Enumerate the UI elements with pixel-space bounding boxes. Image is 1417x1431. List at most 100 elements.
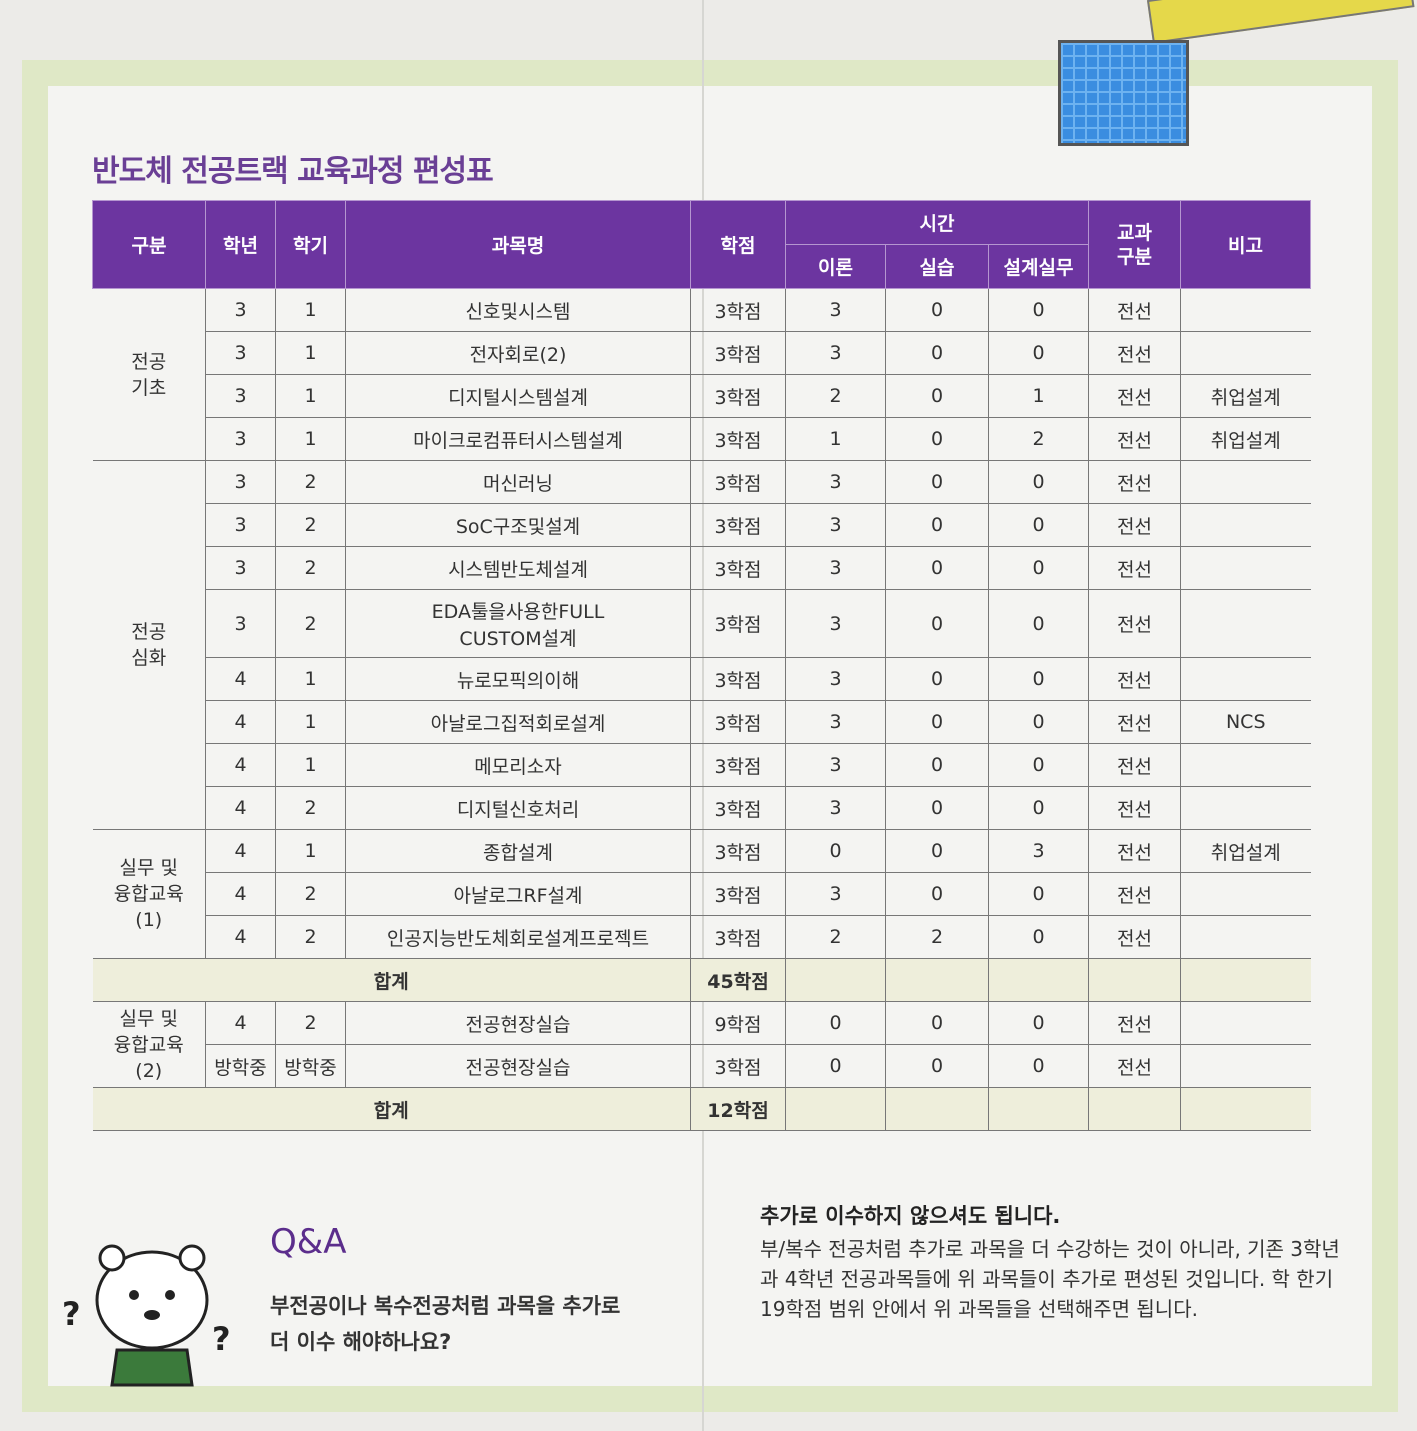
course-cell: 시스템반도체설계 xyxy=(345,546,691,590)
table-row: 3 2 SoC구조및설계 3학점 3 0 0 전선 xyxy=(93,503,1311,547)
total-label: 합계 xyxy=(92,1087,691,1131)
course-cell: 아날로그RF설계 xyxy=(345,872,691,916)
robot-arm-illustration xyxy=(1146,0,1415,44)
practice-cell: 0 xyxy=(885,288,989,332)
theory-cell: 2 xyxy=(785,374,886,418)
note-cell xyxy=(1180,288,1311,332)
chip-icon xyxy=(1058,40,1189,146)
header-note: 비고 xyxy=(1180,200,1311,289)
total-empty-cell xyxy=(1088,1087,1181,1131)
design-cell: 0 xyxy=(988,1001,1089,1045)
credits-cell: 3학점 xyxy=(690,743,786,787)
practice-cell: 0 xyxy=(885,331,989,375)
table-row: 3 2 EDA툴을사용한FULL CUSTOM설계 3학점 3 0 0 전선 xyxy=(93,589,1311,658)
type-cell: 전선 xyxy=(1088,743,1181,787)
category-cell: 실무 및 융합교육 (1) xyxy=(92,829,206,959)
total-credits: 12학점 xyxy=(690,1087,786,1131)
year-cell: 3 xyxy=(205,460,276,504)
note-cell xyxy=(1180,589,1311,658)
design-cell: 0 xyxy=(988,786,1089,830)
year-cell: 3 xyxy=(205,331,276,375)
design-cell: 0 xyxy=(988,657,1089,701)
year-cell: 4 xyxy=(205,657,276,701)
semester-cell: 1 xyxy=(275,288,346,332)
practice-cell: 0 xyxy=(885,460,989,504)
semester-cell: 1 xyxy=(275,657,346,701)
total-empty-cell xyxy=(885,958,989,1002)
credits-cell: 9학점 xyxy=(690,1001,786,1045)
table-row: 전공 심화 3 2 머신러닝 3학점 3 0 0 전선 xyxy=(92,460,1311,830)
header-design: 설계실무 xyxy=(988,244,1089,289)
table-row: 4 2 디지털신호처리 3학점 3 0 0 전선 xyxy=(93,786,1311,830)
total-empty-cell xyxy=(988,1087,1089,1131)
design-cell: 3 xyxy=(988,829,1089,873)
semester-cell: 1 xyxy=(275,417,346,461)
total-row: 합계 45학점 xyxy=(92,958,1311,1002)
semester-cell: 2 xyxy=(275,872,346,916)
table-row: 4 2 아날로그RF설계 3학점 3 0 0 전선 xyxy=(93,872,1311,916)
total-row: 합계 12학점 xyxy=(92,1087,1311,1131)
year-cell: 3 xyxy=(205,589,276,658)
semester-cell: 1 xyxy=(275,700,346,744)
note-cell xyxy=(1180,743,1311,787)
header-year: 학년 xyxy=(205,200,276,289)
semester-cell: 1 xyxy=(275,829,346,873)
course-cell: 아날로그집적회로설계 xyxy=(345,700,691,744)
header-type: 교과 구분 xyxy=(1088,200,1181,289)
note-cell xyxy=(1180,657,1311,701)
course-cell: 뉴로모픽의이해 xyxy=(345,657,691,701)
theory-cell: 3 xyxy=(785,331,886,375)
practice-cell: 0 xyxy=(885,546,989,590)
course-cell: 인공지능반도체회로설계프로젝트 xyxy=(345,915,691,959)
theory-cell: 3 xyxy=(785,546,886,590)
total-empty-cell xyxy=(1088,958,1181,1002)
semester-cell: 1 xyxy=(275,743,346,787)
year-cell: 4 xyxy=(205,872,276,916)
design-cell: 2 xyxy=(988,417,1089,461)
semester-cell: 2 xyxy=(275,589,346,658)
header-category: 구분 xyxy=(92,200,206,289)
design-cell: 0 xyxy=(988,743,1089,787)
credits-cell: 3학점 xyxy=(690,700,786,744)
practice-cell: 0 xyxy=(885,786,989,830)
note-cell: 취업설계 xyxy=(1180,374,1311,418)
semester-cell: 2 xyxy=(275,915,346,959)
header-course: 과목명 xyxy=(345,200,691,289)
table-row: 3 1 디지털시스템설계 3학점 2 0 1 전선 취업설계 xyxy=(93,374,1311,418)
course-cell: 디지털신호처리 xyxy=(345,786,691,830)
table-row: 3 1 마이크로컴퓨터시스템설계 3학점 1 0 2 전선 취업설계 xyxy=(93,417,1311,461)
total-empty-cell xyxy=(988,958,1089,1002)
credits-cell: 3학점 xyxy=(690,786,786,830)
theory-cell: 0 xyxy=(785,829,886,873)
semester-cell: 2 xyxy=(275,546,346,590)
total-empty-cell xyxy=(1180,1087,1311,1131)
year-cell: 4 xyxy=(205,700,276,744)
header-credits: 학점 xyxy=(690,200,786,289)
design-cell: 0 xyxy=(988,700,1089,744)
practice-cell: 0 xyxy=(885,1044,989,1088)
category-cell: 실무 및 융합교육 (2) xyxy=(92,1001,206,1088)
practice-cell: 0 xyxy=(885,503,989,547)
type-cell: 전선 xyxy=(1088,915,1181,959)
total-empty-cell xyxy=(885,1087,989,1131)
year-cell: 4 xyxy=(205,1001,276,1045)
credits-cell: 3학점 xyxy=(690,503,786,547)
year-cell: 3 xyxy=(205,288,276,332)
note-cell xyxy=(1180,872,1311,916)
type-cell: 전선 xyxy=(1088,374,1181,418)
course-cell: 전공현장실습 xyxy=(345,1001,691,1045)
year-cell: 3 xyxy=(205,417,276,461)
course-cell: 신호및시스템 xyxy=(345,288,691,332)
type-cell: 전선 xyxy=(1088,786,1181,830)
table-row: 전공 기초 3 1 신호및시스템 3학점 3 0 0 전선 xyxy=(92,288,1311,461)
theory-cell: 0 xyxy=(785,1044,886,1088)
theory-cell: 3 xyxy=(785,700,886,744)
semester-cell: 1 xyxy=(275,331,346,375)
semester-cell: 1 xyxy=(275,374,346,418)
theory-cell: 3 xyxy=(785,589,886,658)
note-cell xyxy=(1180,460,1311,504)
type-cell: 전선 xyxy=(1088,1001,1181,1045)
svg-text:?: ? xyxy=(212,1320,231,1358)
theory-cell: 3 xyxy=(785,460,886,504)
category-cell: 전공 심화 xyxy=(92,460,206,830)
